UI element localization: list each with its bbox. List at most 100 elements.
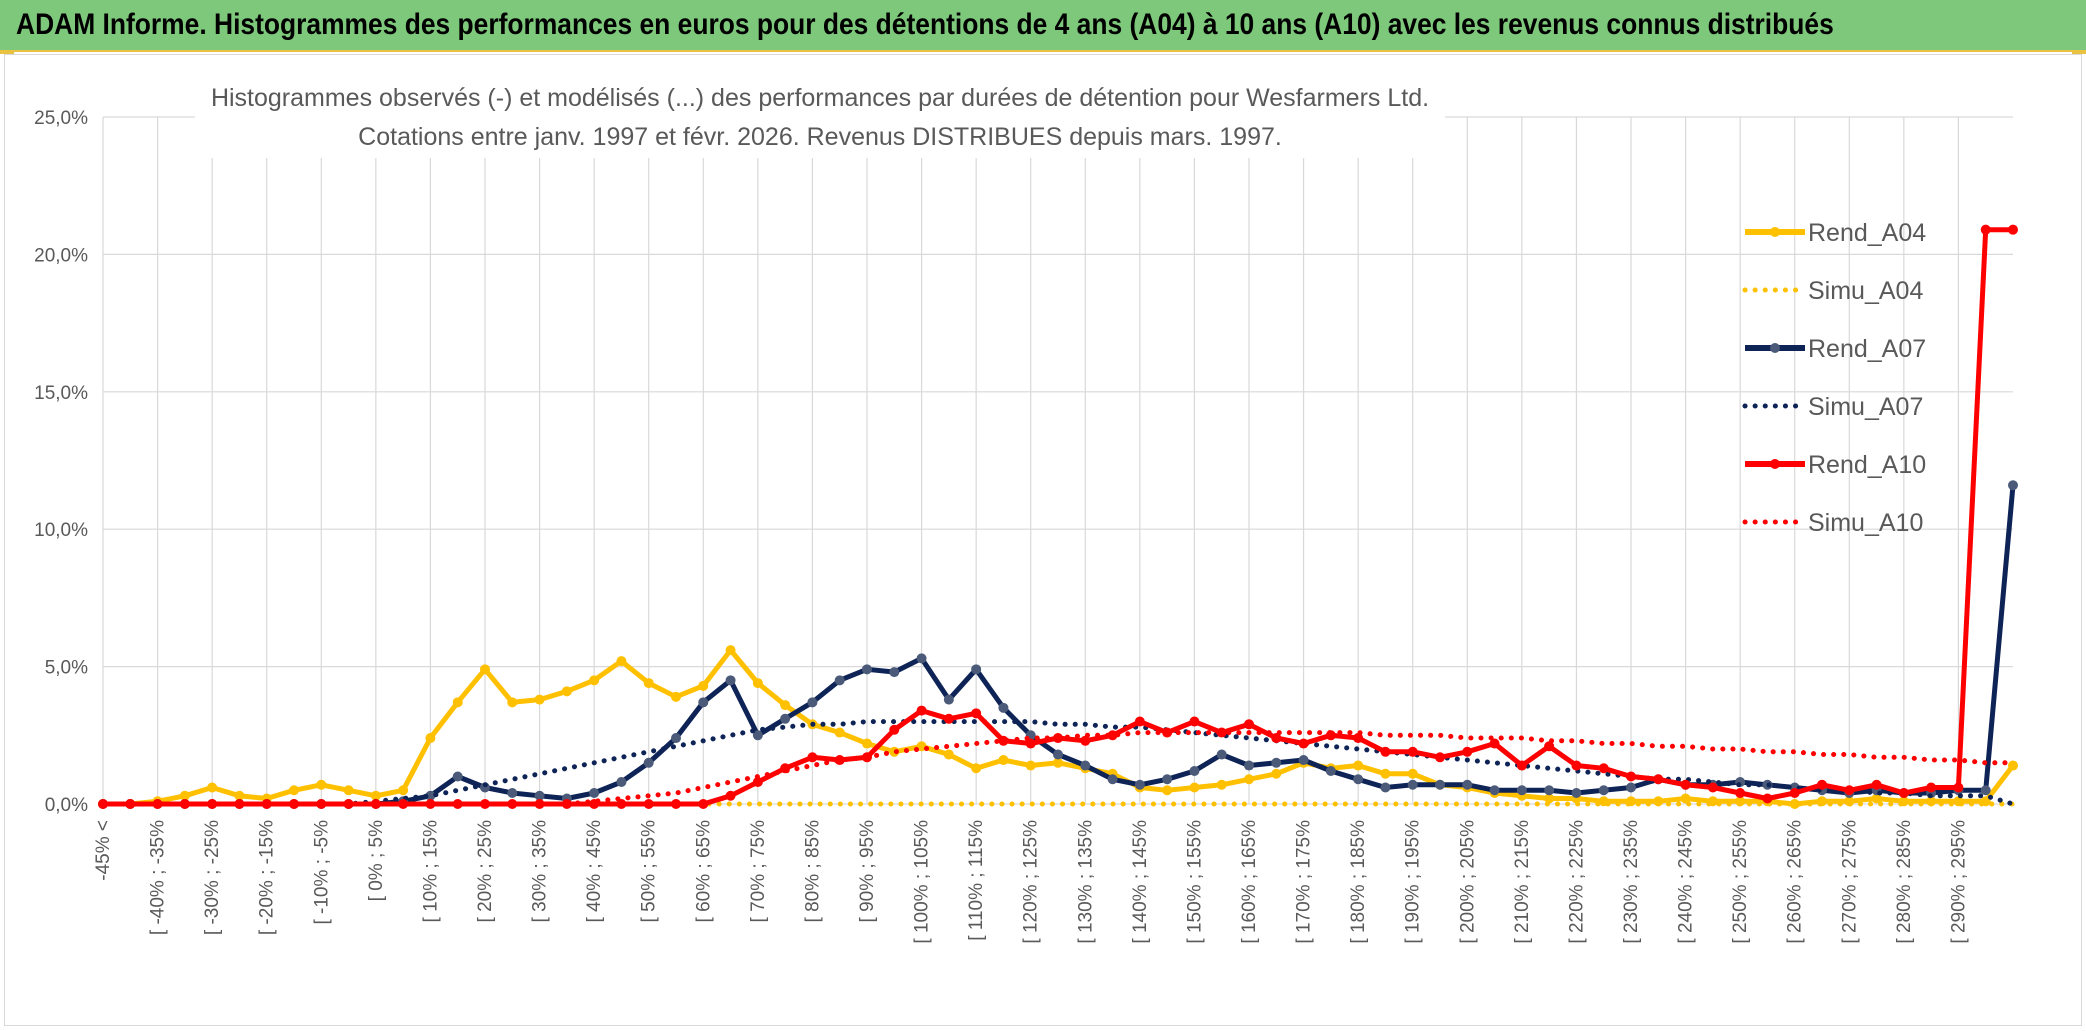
data-point-rend-a10	[943, 713, 954, 724]
y-tick-label: 15,0%	[34, 383, 88, 404]
x-tick-label: [ -30% ; -25%	[202, 820, 223, 935]
data-point-rend-a04	[1216, 779, 1227, 790]
data-point-rend-a07	[1626, 782, 1636, 793]
data-point-rend-a10	[1435, 752, 1445, 763]
data-point-rend-a10	[643, 799, 654, 809]
data-point-rend-a07	[780, 713, 791, 724]
data-point-rend-a07	[889, 667, 900, 678]
data-point-rend-a04	[1871, 793, 1882, 804]
x-tick-label: [ 190% ; 195%	[1403, 820, 1424, 944]
data-point-rend-a07	[1107, 774, 1118, 785]
gridlines	[102, 116, 2013, 805]
data-point-rend-a04	[834, 727, 845, 738]
data-point-rend-a07	[1080, 760, 1091, 771]
data-point-rend-a10	[1898, 788, 1909, 799]
data-point-rend-a07	[425, 790, 436, 801]
x-tick-label: [ 0% ; 5%	[366, 820, 387, 901]
x-tick-label: [ 250% ; 255%	[1730, 820, 1751, 944]
x-tick-label: [ 130% ; 135%	[1075, 820, 1096, 944]
data-point-rend-a10	[425, 799, 436, 809]
data-point-rend-a07	[1271, 757, 1282, 768]
report-banner: ADAM Informe. Histogrammes des performan…	[0, 0, 2086, 52]
data-point-rend-a07	[1435, 779, 1445, 790]
x-tick-label: [ 10% ; 15%	[420, 820, 441, 923]
data-point-rend-a07	[1189, 766, 1200, 777]
data-point-rend-a04	[2008, 760, 2018, 771]
data-point-rend-a04	[207, 782, 218, 793]
data-point-rend-a07	[1162, 774, 1173, 785]
data-point-rend-a10	[1762, 793, 1773, 804]
data-point-rend-a07	[916, 653, 927, 664]
x-tick-label: [ 180% ; 185%	[1348, 820, 1369, 944]
data-point-rend-a04	[943, 749, 954, 760]
data-point-rend-a04	[1353, 760, 1364, 771]
y-tick-label: 10,0%	[34, 520, 88, 541]
x-tick-label: [ 270% ; 275%	[1839, 820, 1860, 944]
data-point-rend-a04	[1544, 793, 1555, 804]
data-point-rend-a10	[1462, 746, 1473, 757]
data-point-rend-a04	[671, 691, 681, 702]
data-point-rend-a10	[1107, 730, 1118, 741]
x-tick-label: [ 50% ; 55%	[639, 820, 660, 923]
data-point-rend-a04	[643, 678, 654, 689]
legend-label-simu-a04: Simu_A04	[1808, 277, 1923, 305]
data-point-rend-a04	[425, 733, 436, 744]
y-tick-label: 5,0%	[45, 658, 88, 679]
data-point-rend-a04	[752, 678, 763, 689]
data-point-rend-a10	[1817, 779, 1827, 790]
legend: Rend_A04 Simu_A04 Rend_A07 Simu_A07 Rend_A10…	[1742, 219, 1926, 537]
data-point-rend-a10	[1353, 733, 1364, 744]
data-point-rend-a04	[1789, 799, 1800, 809]
data-point-rend-a07	[2008, 480, 2018, 491]
x-tick-label: [ 200% ; 205%	[1457, 820, 1478, 944]
data-point-rend-a07	[616, 777, 627, 788]
data-point-rend-a04	[507, 697, 518, 708]
x-tick-label: [ 40% ; 45%	[584, 820, 605, 923]
data-point-rend-a10	[971, 708, 982, 719]
y-axis-ticks: 0,0% 5,0% 10,0% 15,0% 20,0% 25,0%	[34, 108, 88, 816]
data-point-rend-a04	[1680, 793, 1691, 804]
data-point-rend-a04	[452, 697, 463, 708]
data-point-rend-a04	[780, 700, 791, 711]
data-point-rend-a10	[1544, 741, 1555, 752]
legend-label-simu-a10: Simu_A10	[1808, 509, 1923, 537]
data-point-rend-a07	[1325, 766, 1336, 777]
data-point-rend-a10	[1844, 785, 1855, 796]
data-point-rend-a04	[1162, 785, 1173, 796]
data-point-rend-a07	[1598, 785, 1609, 796]
title-background	[195, 76, 1445, 158]
data-point-rend-a10	[125, 799, 136, 809]
data-point-rend-a10	[1189, 716, 1200, 727]
data-point-rend-a10	[1025, 738, 1036, 749]
data-point-rend-a04	[534, 694, 545, 705]
data-point-rend-a10	[889, 724, 900, 735]
data-point-rend-a10	[1789, 788, 1800, 799]
legend-marker-rend-a07	[1770, 343, 1780, 353]
x-tick-label: [ 230% ; 235%	[1621, 820, 1642, 944]
data-point-rend-a07	[1298, 755, 1309, 766]
data-point-rend-a10	[1407, 746, 1418, 757]
x-tick-label: [ -40% ; -35%	[148, 820, 169, 935]
data-point-rend-a10	[234, 799, 245, 809]
accent-corner-right	[2072, 50, 2086, 54]
x-tick-label: [ 70% ; 75%	[748, 820, 769, 923]
data-point-rend-a10	[1871, 779, 1882, 790]
data-point-rend-a10	[698, 799, 709, 809]
data-point-rend-a07	[1544, 785, 1555, 796]
x-tick-label: [ -20% ; -15%	[257, 820, 278, 935]
data-point-rend-a10	[1598, 763, 1609, 774]
data-point-rend-a07	[1516, 785, 1527, 796]
data-point-rend-a07	[671, 733, 681, 744]
series-line-rend-a10	[103, 227, 2013, 807]
chart-title: Histogrammes observés (-) et modélisés (…	[211, 84, 1429, 112]
data-point-rend-a04	[316, 779, 327, 790]
x-tick-label: [ 240% ; 245%	[1676, 820, 1697, 944]
data-point-rend-a04	[1244, 774, 1254, 785]
data-point-rend-a10	[398, 799, 409, 809]
data-point-rend-a04	[998, 755, 1009, 766]
data-point-rend-a07	[1216, 749, 1227, 760]
data-point-rend-a07	[943, 694, 954, 705]
data-point-rend-a10	[1707, 782, 1718, 793]
data-point-rend-a10	[1380, 746, 1391, 757]
